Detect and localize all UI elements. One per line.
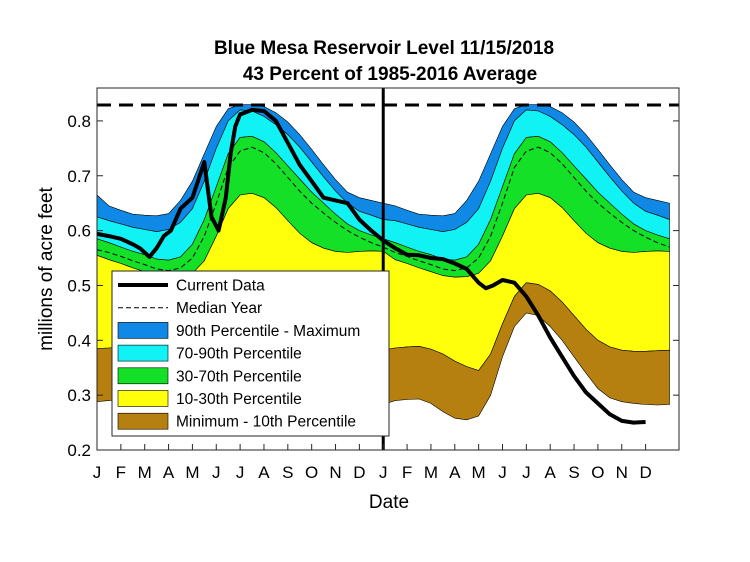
legend-label: Minimum - 10th Percentile [176,414,356,431]
y-tick-label: 0.8 [67,112,91,131]
x-tick-label: F [402,463,412,482]
x-tick-label: J [236,463,245,482]
y-tick-label: 0.2 [67,441,91,460]
legend-label: 10-30th Percentile [176,391,302,408]
x-tick-label: J [379,463,388,482]
x-tick-label: J [212,463,221,482]
x-tick-label: M [138,463,152,482]
legend-label: 90th Percentile - Maximum [176,323,360,340]
x-tick-label: M [424,463,438,482]
legend-swatch-p90_band [117,344,169,362]
y-axis-label: millions of acre feet [36,186,57,350]
y-tick-label: 0.7 [67,167,91,186]
current-data-line [96,107,646,425]
legend-swatch-max_band [117,322,169,339]
x-tick-label: N [616,463,628,482]
x-axis-label: Date [369,492,409,513]
x-tick-label: A [258,463,270,482]
chart-title-line2: 43 Percent of 1985-2016 Average [243,64,537,85]
chart-title-line1: Blue Mesa Reservoir Level 11/15/2018 [214,38,554,59]
legend-entries: Current Data Median Year 90th Percentile -… [117,278,360,431]
legend-swatch-p70_band [117,367,169,385]
legend-swatch-p30_band [117,390,169,407]
legend-label: 70-90th Percentile [176,346,302,363]
plot-area-frame [96,87,680,451]
x-tick-label: S [282,463,293,482]
y-tick-label: 0.4 [67,331,91,350]
y-tick-label: 0.3 [67,386,91,405]
x-tick-label: S [568,463,579,482]
legend-label: 30-70th Percentile [176,368,302,385]
x-tick-label: J [522,463,531,482]
legend-swatch-p10_band [117,412,169,430]
legend-label: Current Data [176,278,265,295]
x-tick-label: M [185,463,199,482]
x-tick-label: D [353,463,365,482]
x-tick-label: A [449,463,461,482]
x-tick-label: F [116,463,126,482]
x-tick-label: M [472,463,486,482]
legend-label: Median Year [176,300,262,317]
y-tick-label: 0.5 [67,276,91,295]
x-tick-label: A [163,463,175,482]
x-tick-label: J [93,463,102,482]
x-tick-label: A [545,463,557,482]
x-tick-label: N [329,463,341,482]
y-axis-ticks: 0.2 0.3 0.4 0.5 0.6 0.7 0.8 [67,112,679,460]
x-tick-label: O [591,463,604,482]
y-tick-label: 0.6 [67,222,91,241]
legend: Current Data Median Year 90th Percentile -… [111,270,390,437]
x-tick-label: O [305,463,318,482]
x-tick-label: J [498,463,507,482]
x-tick-label: D [639,463,651,482]
